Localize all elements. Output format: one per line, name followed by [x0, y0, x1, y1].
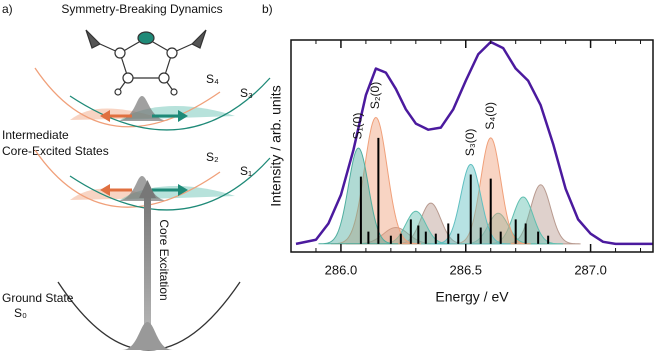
spectrum-line — [295, 40, 653, 246]
peak-label: S₂(0) — [368, 82, 382, 109]
peak — [500, 184, 581, 245]
intermediate-label: Core-Excited States — [2, 144, 109, 158]
state-label: S₁ — [240, 164, 252, 178]
panel-label: a) — [2, 2, 13, 16]
lower-surfaces — [34, 149, 271, 211]
diagram-title: Symmetry-Breaking Dynamics — [61, 2, 222, 16]
excitation-label: Core Excitation — [157, 219, 171, 300]
excitation-arrow — [144, 196, 151, 346]
peak-label: S₁(0) — [351, 113, 365, 140]
peak-label: S₃(0) — [463, 129, 477, 157]
peak-label: S₄(0) — [483, 102, 497, 130]
x-tick-label: 287.0 — [574, 262, 607, 277]
x-axis-label: Energy / eV — [435, 289, 509, 305]
plot-frame — [290, 39, 654, 253]
intermediate-label: Intermediate — [2, 128, 69, 142]
upper-surfaces — [34, 67, 271, 131]
state-label: S₃ — [240, 86, 253, 100]
state-label: S₂ — [206, 150, 219, 164]
y-axis-label: Intensity / arb. units — [268, 85, 284, 206]
peak — [483, 196, 564, 245]
panel-a: a) Symmetry-Breaking Dynamics S₄ S₃ — [2, 2, 271, 351]
x-tick-label: 286.0 — [325, 262, 358, 277]
ground-wavepacket — [122, 322, 173, 350]
state-label: S₀ — [14, 306, 27, 320]
state-label: S₄ — [206, 72, 219, 86]
chart: S₂(0) S₄(0) S₁(0) S₃(0) 286.0 286.5 287.0 Energ… — [268, 39, 654, 305]
molecule — [85, 29, 207, 96]
x-tick-label: 286.5 — [449, 262, 482, 277]
arrow-head — [139, 180, 156, 198]
ground-label: Ground State — [2, 291, 74, 305]
peak — [318, 147, 399, 245]
panel-label: b) — [262, 2, 273, 16]
peak — [330, 116, 421, 245]
